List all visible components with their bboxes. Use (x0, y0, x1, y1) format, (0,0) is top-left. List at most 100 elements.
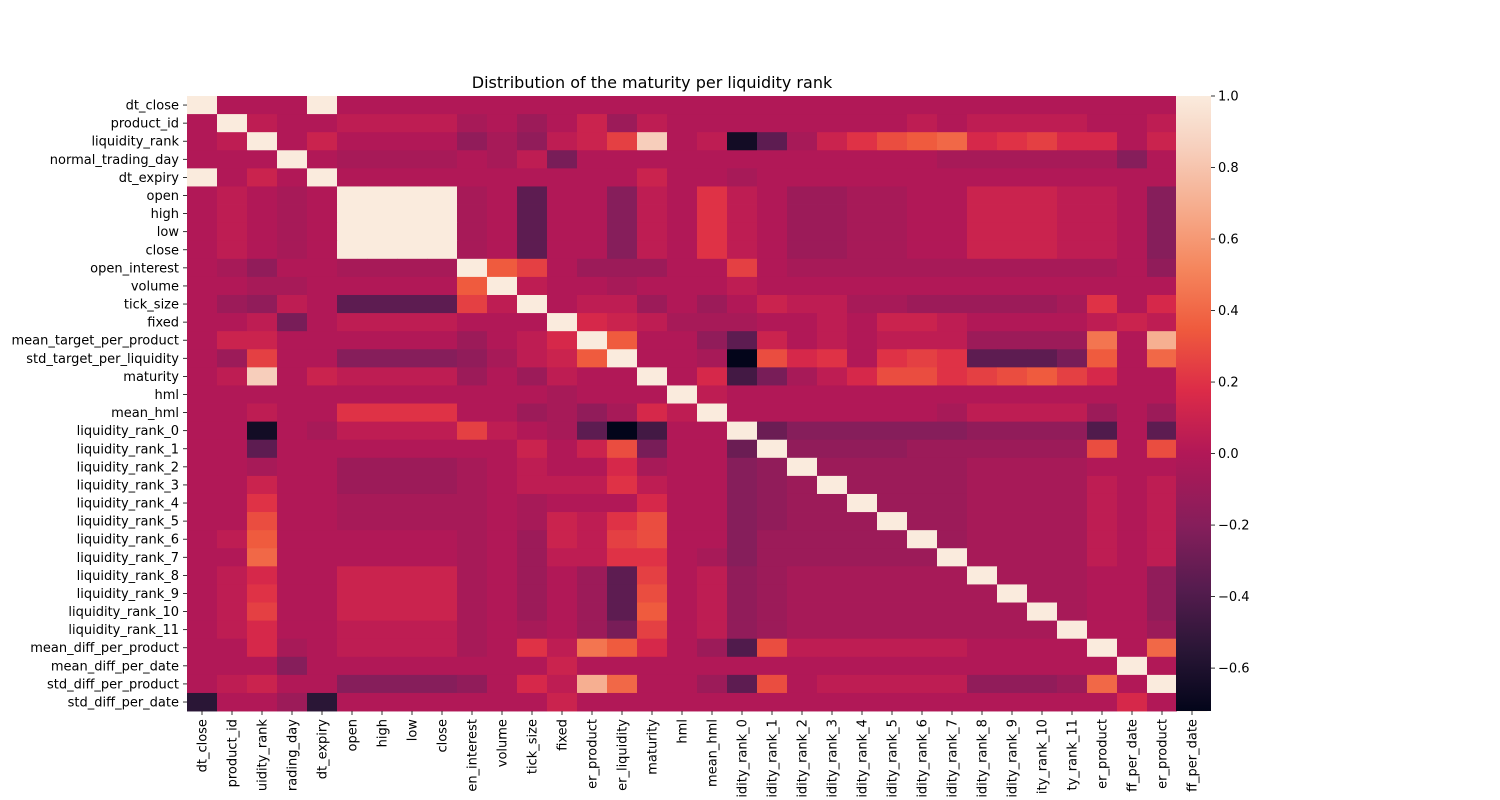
y-tick-label: high (151, 207, 179, 222)
y-tick-label: liquidity_rank_2 (77, 460, 179, 475)
heatmap-cell (877, 294, 908, 314)
y-tick-label: dt_close (126, 99, 179, 114)
heatmap-cell (247, 457, 278, 477)
heatmap-cell (997, 512, 1028, 531)
heatmap-cell (847, 331, 878, 350)
heatmap-cell (1057, 584, 1088, 603)
x-tick-label: close (436, 719, 451, 752)
heatmap-cell (997, 240, 1028, 260)
heatmap-cell (487, 276, 518, 296)
heatmap-cell (907, 403, 938, 423)
heatmap-cell (1027, 168, 1058, 187)
heatmap-cell (847, 114, 878, 133)
heatmap-cell (1147, 493, 1178, 513)
heatmap-cell (337, 403, 368, 423)
heatmap-cell (787, 674, 818, 694)
heatmap-cell (487, 150, 518, 169)
heatmap-cell (967, 150, 998, 169)
heatmap-cell (1027, 602, 1058, 622)
heatmap-cell (397, 584, 428, 603)
heatmap-cell (247, 96, 278, 115)
heatmap-cell (1087, 692, 1118, 712)
heatmap-cell (307, 656, 338, 676)
heatmap-cell (547, 367, 578, 386)
heatmap-cell (1027, 367, 1058, 386)
heatmap-cell (1057, 457, 1088, 477)
heatmap-cell (1057, 692, 1088, 712)
heatmap-cell (1147, 620, 1178, 640)
heatmap-cell (967, 385, 998, 404)
heatmap-cell (1087, 367, 1118, 386)
heatmap-cell (577, 294, 608, 314)
heatmap-cell (247, 114, 278, 133)
heatmap-cell (337, 457, 368, 477)
heatmap-cell (937, 584, 968, 603)
heatmap-cell (697, 204, 728, 224)
heatmap-cell (607, 548, 638, 567)
heatmap-cell (1117, 638, 1148, 658)
heatmap-cell (727, 168, 758, 187)
heatmap-cell (307, 367, 338, 386)
heatmap-cell (607, 168, 638, 187)
heatmap-cell (847, 493, 878, 513)
heatmap-cell (247, 602, 278, 622)
heatmap-cell (457, 475, 488, 495)
heatmap-cell (307, 457, 338, 477)
heatmap-cell (187, 331, 218, 350)
heatmap-cell (847, 367, 878, 386)
heatmap-cell (787, 421, 818, 441)
heatmap-cell (247, 530, 278, 549)
heatmap-cell (727, 638, 758, 658)
heatmap-cell (757, 674, 788, 694)
heatmap-cell (217, 204, 248, 224)
heatmap-cell (847, 421, 878, 441)
heatmap-cell (697, 620, 728, 640)
heatmap-cell (727, 656, 758, 676)
heatmap-cell (637, 313, 668, 332)
x-tick-label: open (346, 719, 361, 751)
x-tick-label: dt_close (196, 719, 211, 772)
heatmap-cell (457, 674, 488, 694)
heatmap-cell (367, 512, 398, 531)
heatmap-cell (427, 385, 458, 404)
heatmap-cell (727, 114, 758, 133)
heatmap-cell (1147, 421, 1178, 441)
heatmap-cell (997, 475, 1028, 495)
heatmap-cell (877, 493, 908, 513)
heatmap-cell (277, 150, 308, 169)
heatmap-cell (607, 150, 638, 169)
heatmap-cell (367, 493, 398, 513)
heatmap-cell (577, 385, 608, 404)
heatmap-cell (727, 493, 758, 513)
heatmap-cell (667, 258, 698, 278)
heatmap-cell (667, 313, 698, 332)
heatmap-cell (607, 204, 638, 224)
heatmap-cell (187, 548, 218, 567)
heatmap-cell (1087, 530, 1118, 549)
heatmap-cell (277, 168, 308, 187)
heatmap-cell (367, 403, 398, 423)
heatmap-cell (457, 385, 488, 404)
heatmap-cell (427, 493, 458, 513)
heatmap-cell (817, 566, 848, 585)
x-tick-label: ff_per_date (1186, 719, 1201, 792)
heatmap-cell (997, 656, 1028, 676)
heatmap-cell (877, 403, 908, 423)
heatmap-cell (1117, 168, 1148, 187)
heatmap-cell (247, 240, 278, 260)
heatmap-cell (817, 530, 848, 549)
heatmap-cell (307, 512, 338, 531)
heatmap-cell (997, 168, 1028, 187)
heatmap-cell (517, 186, 548, 205)
heatmap-cell (667, 439, 698, 459)
heatmap-cell (1147, 186, 1178, 205)
heatmap-cell (247, 421, 278, 441)
heatmap-cell (607, 349, 638, 368)
heatmap-cell (607, 385, 638, 404)
heatmap-cell (847, 349, 878, 368)
heatmap-cell (547, 548, 578, 567)
heatmap-cell (907, 530, 938, 549)
heatmap-cell (997, 493, 1028, 513)
heatmap-cell (757, 457, 788, 477)
